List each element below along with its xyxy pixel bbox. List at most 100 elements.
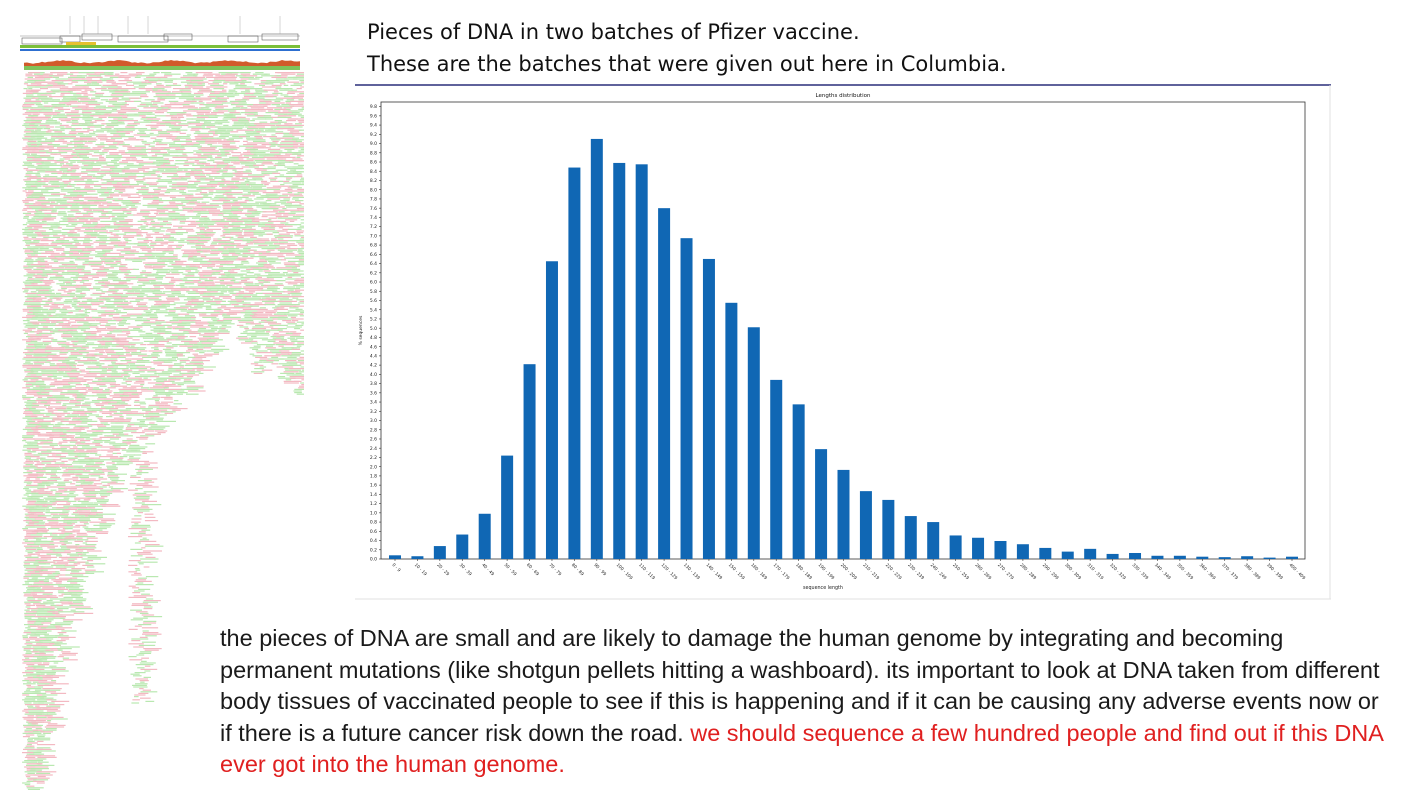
read <box>42 531 47 533</box>
read <box>214 304 231 306</box>
read <box>31 112 38 114</box>
read <box>107 451 114 453</box>
read <box>24 747 35 749</box>
read <box>65 281 71 283</box>
read <box>84 89 94 91</box>
read <box>85 134 98 136</box>
read <box>35 168 55 170</box>
read <box>186 99 195 101</box>
read <box>90 529 103 531</box>
read <box>25 392 41 394</box>
read <box>109 384 121 386</box>
read <box>210 243 217 245</box>
read <box>208 168 222 170</box>
read <box>86 449 101 451</box>
read <box>40 401 48 403</box>
read <box>141 323 156 325</box>
read <box>236 244 248 246</box>
read <box>83 188 101 190</box>
read <box>43 633 49 635</box>
read <box>68 382 81 384</box>
read <box>155 401 161 403</box>
read <box>210 252 220 254</box>
read <box>140 96 149 98</box>
read <box>216 171 224 173</box>
read <box>56 363 76 365</box>
read <box>102 334 116 336</box>
read <box>105 136 123 138</box>
read <box>161 384 176 386</box>
read <box>105 356 120 358</box>
read <box>109 153 119 155</box>
read <box>191 145 202 147</box>
read <box>67 214 74 216</box>
read <box>114 446 121 448</box>
read <box>31 230 44 232</box>
read <box>203 73 221 75</box>
read <box>121 296 128 298</box>
read <box>94 148 102 150</box>
read <box>118 364 130 366</box>
read <box>105 352 120 354</box>
read <box>236 84 242 86</box>
read <box>64 416 78 418</box>
read <box>88 515 103 517</box>
read <box>196 248 212 250</box>
read <box>84 401 100 403</box>
read <box>81 225 98 227</box>
read <box>107 475 119 477</box>
read <box>174 400 179 402</box>
read <box>25 460 34 462</box>
read <box>150 281 162 283</box>
read <box>145 417 154 419</box>
read <box>48 521 59 523</box>
read <box>68 356 78 358</box>
read <box>57 259 65 261</box>
read <box>108 315 113 317</box>
read <box>30 185 37 187</box>
read <box>129 456 134 458</box>
read <box>100 174 106 176</box>
read <box>178 320 194 322</box>
read <box>36 528 47 530</box>
read <box>113 235 119 237</box>
read <box>228 289 241 291</box>
read <box>194 363 202 365</box>
read <box>221 305 227 307</box>
read <box>26 235 46 237</box>
read <box>238 120 249 122</box>
read <box>30 136 44 138</box>
read <box>51 321 58 323</box>
read <box>64 102 82 104</box>
read <box>223 201 239 203</box>
read <box>22 201 29 203</box>
read <box>67 232 77 234</box>
read <box>29 680 48 682</box>
read <box>68 321 77 323</box>
read <box>45 649 61 651</box>
read <box>35 478 40 480</box>
read <box>164 286 174 288</box>
read <box>72 576 89 578</box>
read <box>232 124 251 126</box>
read <box>187 73 196 75</box>
read <box>44 344 49 346</box>
read <box>62 174 68 176</box>
read <box>55 78 72 80</box>
read <box>140 102 153 104</box>
read <box>237 201 247 203</box>
read <box>25 627 31 629</box>
read <box>56 278 72 280</box>
read <box>67 169 72 171</box>
read <box>87 566 95 568</box>
read <box>39 150 49 152</box>
read <box>39 264 49 266</box>
read <box>99 257 116 259</box>
read <box>85 222 92 224</box>
read <box>96 161 115 163</box>
read <box>118 356 126 358</box>
read <box>35 571 43 573</box>
read <box>56 640 66 642</box>
read <box>148 427 166 429</box>
read <box>58 548 71 550</box>
